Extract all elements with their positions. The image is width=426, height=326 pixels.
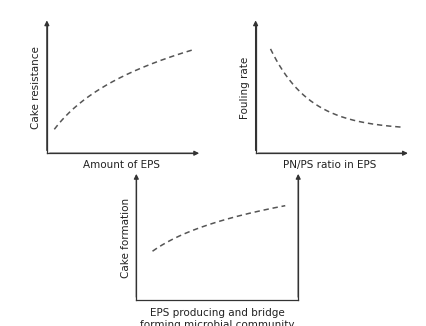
Y-axis label: Fouling rate: Fouling rate [240, 57, 250, 119]
X-axis label: Amount of EPS: Amount of EPS [83, 160, 160, 170]
X-axis label: EPS producing and bridge
forming microbial community: EPS producing and bridge forming microbi… [140, 308, 294, 326]
Y-axis label: Cake resistance: Cake resistance [31, 47, 41, 129]
Y-axis label: Cake formation: Cake formation [121, 198, 131, 278]
X-axis label: PN/PS ratio in EPS: PN/PS ratio in EPS [283, 160, 377, 170]
